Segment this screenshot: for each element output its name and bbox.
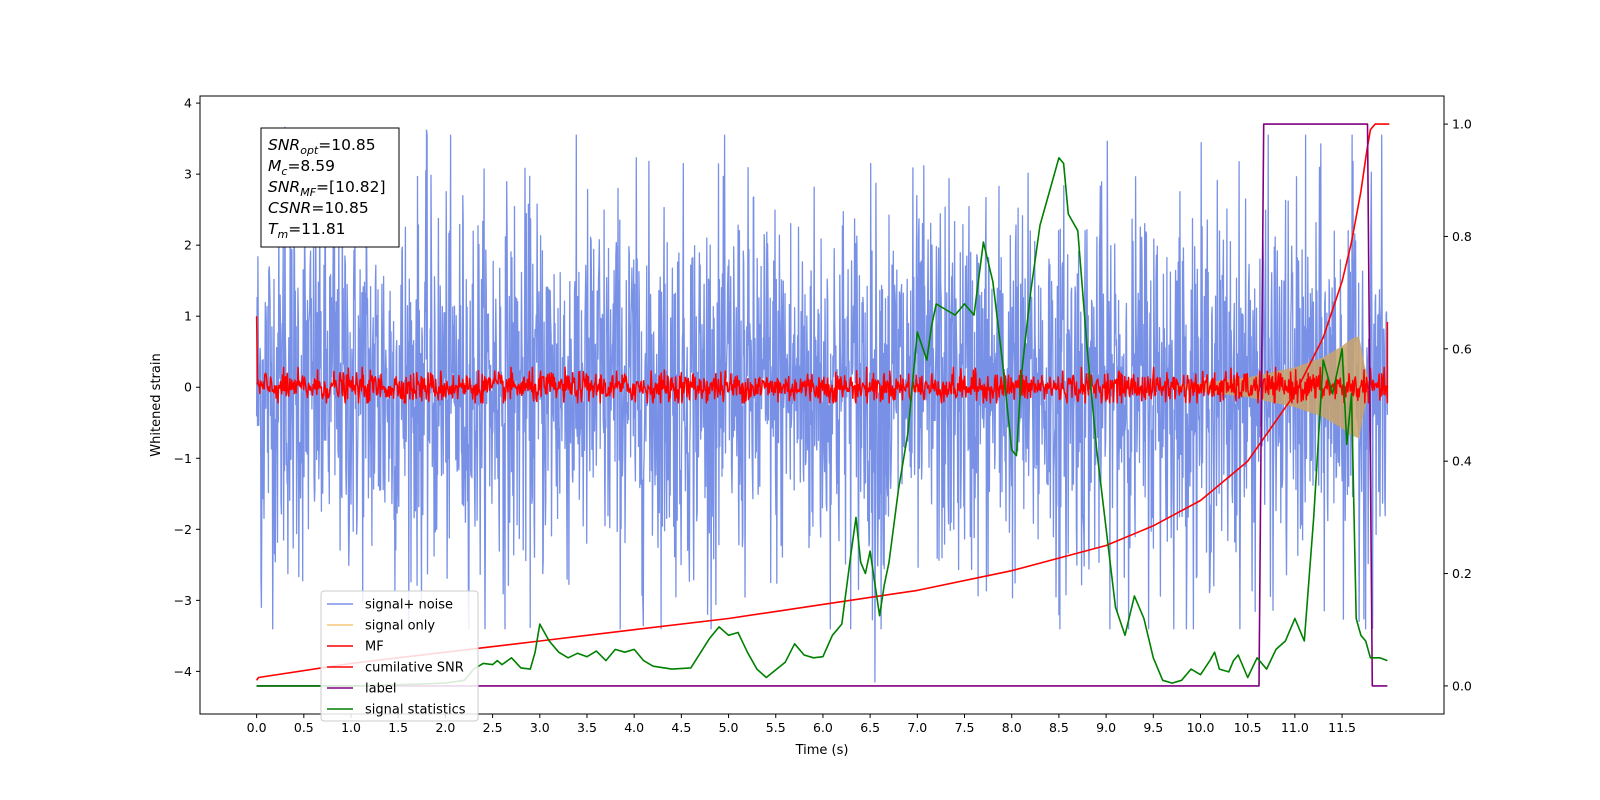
legend-frame — [320, 590, 479, 722]
x-tick-label: 3.5 — [577, 720, 597, 735]
legend: signal+ noise signal only MF cumilative SNR… — [320, 590, 479, 722]
legend-label: signal statistics — [365, 703, 466, 718]
y-left-tick-label: −3 — [174, 593, 192, 608]
x-tick-label: 5.5 — [766, 720, 786, 735]
y-right-tick-label: 0.4 — [1452, 454, 1472, 469]
info-box-frame — [260, 127, 400, 248]
legend-label: signal+ noise — [365, 598, 453, 613]
x-tick-label: 1.0 — [341, 720, 361, 735]
x-tick-label: 7.5 — [955, 720, 975, 735]
y-axis-label: Whitened strain — [149, 353, 164, 456]
y-right-tick-label: 0.8 — [1452, 229, 1472, 244]
series-signal-noise-line — [255, 126, 1389, 683]
x-tick-label: 11.5 — [1328, 720, 1356, 735]
legend-label: label — [365, 682, 396, 697]
y-left-tick-label: 3 — [184, 167, 192, 182]
x-tick-label: 4.0 — [624, 720, 644, 735]
series-signal-statistics-line — [256, 157, 1388, 687]
y-right-tick-label: 0.2 — [1452, 566, 1472, 581]
y-right-tick-label: 0.6 — [1452, 341, 1472, 356]
x-tick-label: 0.0 — [247, 720, 267, 735]
y-left-tick-label: 4 — [184, 96, 192, 111]
x-tick-label: 9.5 — [1143, 720, 1163, 735]
x-tick-label: 0.5 — [294, 720, 314, 735]
y-left-tick-label: 0 — [184, 380, 192, 395]
axes-frame — [199, 95, 1445, 715]
y-left-tick-label: 2 — [184, 238, 192, 253]
legend-label: MF — [365, 640, 384, 655]
x-tick-label: 5.0 — [719, 720, 739, 735]
x-tick-label: 11.0 — [1281, 720, 1309, 735]
x-tick-label: 8.5 — [1049, 720, 1069, 735]
info-line: Mc=8.59 — [268, 157, 335, 178]
x-tick-label: 1.5 — [388, 720, 408, 735]
x-tick-label: 6.5 — [860, 720, 880, 735]
x-axis-label: Time (s) — [795, 743, 849, 758]
series-label-line — [256, 123, 1388, 687]
info-line: SNRopt=10.85 — [268, 136, 376, 157]
x-tick-label: 3.0 — [530, 720, 550, 735]
x-tick-label: 7.0 — [907, 720, 927, 735]
x-tick-label: 4.5 — [671, 720, 691, 735]
y-left-tick-label: 1 — [184, 309, 192, 324]
x-tick-label: 8.0 — [1002, 720, 1022, 735]
legend-label: cumilative SNR — [365, 661, 464, 676]
legend-label: signal only — [365, 619, 435, 634]
series-mf-line — [255, 316, 1389, 404]
x-tick-label: 10.0 — [1187, 720, 1215, 735]
info-line: SNRMF=[10.82] — [268, 178, 386, 199]
x-tick-label: 10.5 — [1234, 720, 1262, 735]
x-tick-label: 2.0 — [435, 720, 455, 735]
axis-ticks: 0.0 0.5 1.0 1.5 2.0 2.5 3.0 3.5 4.0 4.5 5.0 5.5 6.0 6… — [174, 96, 1472, 735]
plot-area — [255, 123, 1390, 687]
info-line: Tm=11.81 — [268, 220, 346, 241]
y-left-tick-label: −4 — [174, 664, 192, 679]
x-tick-label: 2.5 — [483, 720, 503, 735]
x-tick-label: 9.0 — [1096, 720, 1116, 735]
y-left-tick-label: −1 — [174, 451, 192, 466]
y-right-tick-label: 0.0 — [1452, 678, 1472, 693]
y-right-tick-label: 1.0 — [1452, 117, 1472, 132]
x-tick-label: 6.0 — [813, 720, 833, 735]
info-box: SNRopt=10.85Mc=8.59SNRMF=[10.82]CSNR=10.… — [260, 127, 400, 248]
info-line: CSNR=10.85 — [268, 199, 369, 217]
y-left-tick-label: −2 — [174, 522, 192, 537]
